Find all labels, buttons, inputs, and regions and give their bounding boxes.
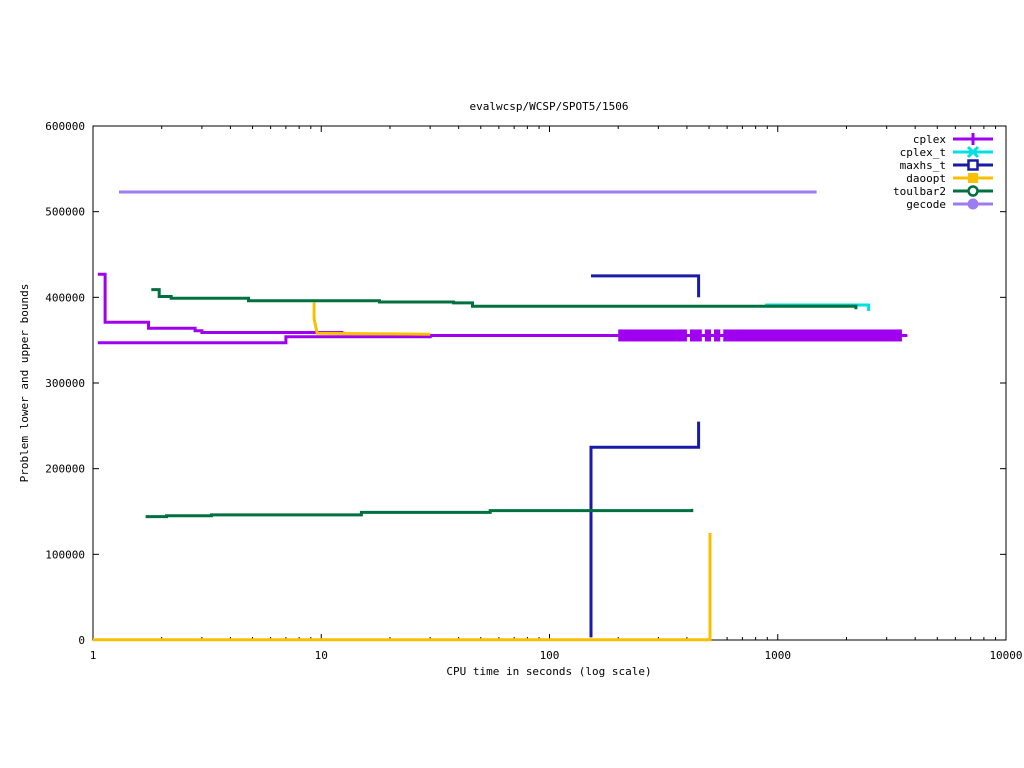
x-tick-label: 1000 [765,649,792,662]
y-tick-label: 100000 [45,548,85,561]
legend-marker-square-filled [968,173,978,183]
x-tick-label: 1 [90,649,97,662]
y-tick-label: 0 [78,634,85,647]
x-tick-label: 10000 [989,649,1022,662]
plot-frame [92,125,1007,641]
axis-ticks: 1 10 100 1000 100000100000200000300000400000… [45,120,1022,662]
series-line-maxhs-t [591,274,701,298]
series-daoopt [93,302,712,642]
legend-label-gecode: gecode [906,198,946,211]
legend-label-maxhs-t: maxhs_t [900,159,946,172]
x-tick-label: 100 [540,649,560,662]
series-line-daoopt [312,302,431,336]
y-tick-label: 500000 [45,206,85,219]
y-tick-label: 300000 [45,377,85,390]
x-tick-label: 10 [315,649,328,662]
legend-marker-circle [967,185,979,197]
legend-label-toulbar2: toulbar2 [893,185,946,198]
series-line-cplex [97,334,908,345]
series-toulbar2 [145,288,858,519]
legend-label-daoopt: daoopt [906,172,946,185]
y-tick-label: 400000 [45,291,85,304]
y-axis-label: Problem lower and upper bounds [18,284,31,483]
series-line-toulbar2 [151,288,858,310]
legend-label-cplex: cplex [913,133,946,146]
y-tick-label: 200000 [45,463,85,476]
x-axis-label: CPU time in seconds (log scale) [446,665,651,678]
series-line-cplex [97,272,344,334]
series-layer [93,190,908,642]
series-maxhs-t [589,274,701,638]
series-line-daoopt [93,532,712,642]
legend-marker-x [966,145,980,159]
y-tick-label: 600000 [45,120,85,133]
legend-marker-circle-filled [967,198,979,210]
legend-marker-square [967,159,979,171]
series-line-maxhs-t [589,421,701,638]
series-cplex [97,272,908,345]
series-line-toulbar2 [145,508,694,519]
legend-label-cplex-t: cplex_t [900,146,946,159]
legend-marker-plus [967,133,979,145]
chart-title: evalwcsp/WCSP/SPOT5/1506 [470,100,629,113]
